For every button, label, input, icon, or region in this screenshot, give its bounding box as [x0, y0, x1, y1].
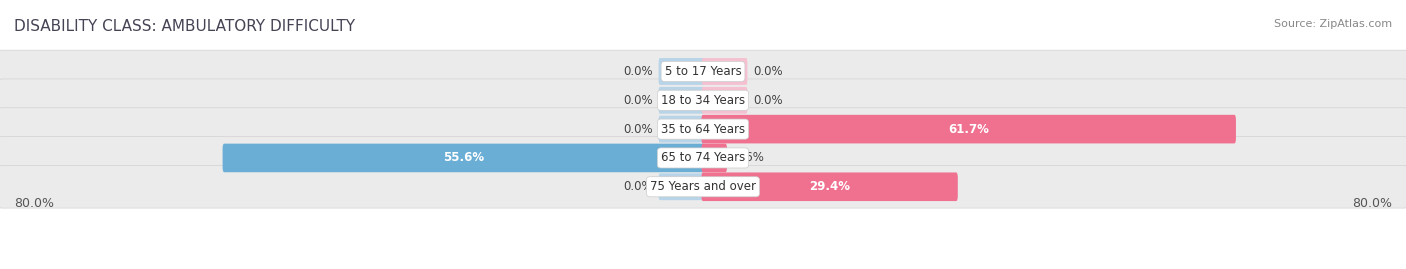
Text: 0.0%: 0.0% [623, 94, 652, 107]
Text: 5 to 17 Years: 5 to 17 Years [665, 65, 741, 78]
Text: 0.0%: 0.0% [623, 65, 652, 78]
FancyBboxPatch shape [658, 58, 704, 85]
Text: 61.7%: 61.7% [948, 123, 988, 136]
Text: 0.0%: 0.0% [754, 94, 783, 107]
Text: 75 Years and over: 75 Years and over [650, 180, 756, 193]
FancyBboxPatch shape [702, 58, 748, 85]
Text: 65 to 74 Years: 65 to 74 Years [661, 151, 745, 164]
FancyBboxPatch shape [658, 116, 704, 143]
FancyBboxPatch shape [702, 115, 1236, 143]
Text: 2.6%: 2.6% [734, 151, 763, 164]
Text: 0.0%: 0.0% [623, 180, 652, 193]
Text: 35 to 64 Years: 35 to 64 Years [661, 123, 745, 136]
FancyBboxPatch shape [0, 165, 1406, 208]
FancyBboxPatch shape [702, 172, 957, 201]
FancyBboxPatch shape [222, 144, 704, 172]
FancyBboxPatch shape [658, 87, 704, 114]
FancyBboxPatch shape [0, 50, 1406, 93]
Text: 18 to 34 Years: 18 to 34 Years [661, 94, 745, 107]
FancyBboxPatch shape [0, 79, 1406, 122]
Text: 0.0%: 0.0% [623, 123, 652, 136]
Text: 80.0%: 80.0% [1353, 197, 1392, 210]
Text: 55.6%: 55.6% [443, 151, 484, 164]
Text: DISABILITY CLASS: AMBULATORY DIFFICULTY: DISABILITY CLASS: AMBULATORY DIFFICULTY [14, 19, 356, 34]
FancyBboxPatch shape [702, 87, 748, 114]
FancyBboxPatch shape [702, 144, 727, 172]
Text: Source: ZipAtlas.com: Source: ZipAtlas.com [1274, 19, 1392, 29]
FancyBboxPatch shape [658, 173, 704, 200]
FancyBboxPatch shape [0, 137, 1406, 179]
FancyBboxPatch shape [0, 108, 1406, 150]
Text: 80.0%: 80.0% [14, 197, 53, 210]
Text: 29.4%: 29.4% [808, 180, 851, 193]
Text: 0.0%: 0.0% [754, 65, 783, 78]
